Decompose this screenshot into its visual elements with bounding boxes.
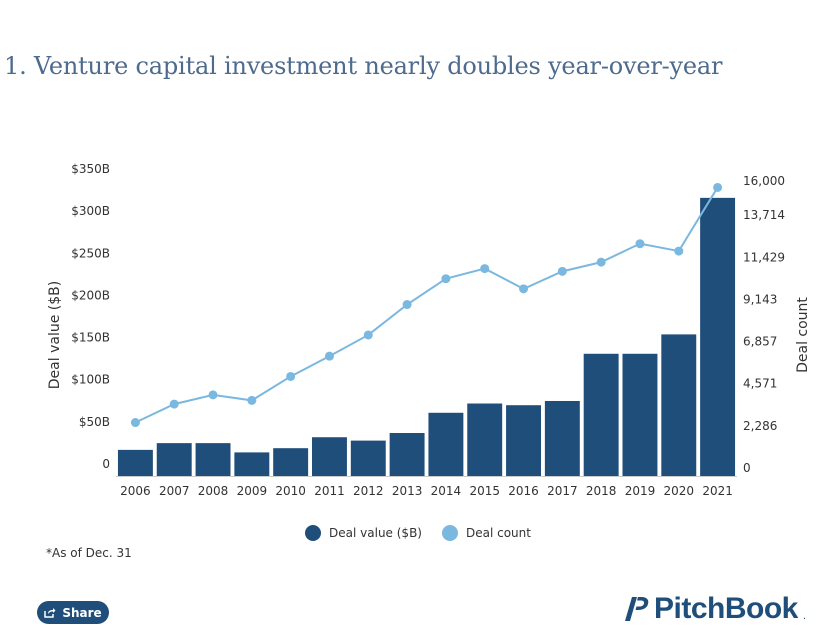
right-tick-label: 13,714	[743, 208, 785, 222]
x-tick-label: 2020	[664, 484, 695, 498]
legend-label-deal-value: Deal value ($B)	[329, 526, 422, 540]
right-tick-label: 9,143	[743, 292, 777, 306]
x-tick-label: 2019	[625, 484, 656, 498]
legend-label-deal-count: Deal count	[465, 526, 531, 540]
left-tick-label: $150B	[71, 331, 110, 345]
bar-2009[interactable]	[234, 452, 270, 476]
x-tick-label: 2017	[547, 484, 578, 498]
legend: Deal value ($B) Deal count	[0, 525, 836, 541]
left-axis-ticks: 0 $50B $100B $150B $200B $250B $300B $350B	[71, 162, 110, 471]
point-2016[interactable]	[519, 284, 529, 294]
point-2019[interactable]	[635, 239, 645, 249]
point-2007[interactable]	[169, 399, 179, 409]
bar-2008[interactable]	[195, 443, 231, 476]
point-2012[interactable]	[363, 330, 373, 340]
legend-marker-deal-count	[441, 525, 458, 541]
bar-2018[interactable]	[583, 353, 619, 476]
pitchbook-logo: PitchBook .	[624, 592, 806, 626]
right-axis-title: Deal count	[795, 297, 811, 373]
point-2017[interactable]	[557, 266, 567, 276]
legend-item-deal-value[interactable]: Deal value ($B)	[305, 525, 422, 541]
bar-2011[interactable]	[312, 437, 347, 476]
deal-count-line	[134, 186, 719, 424]
bar-2019[interactable]	[622, 353, 658, 476]
share-icon	[44, 608, 56, 618]
right-tick-label: 4,571	[743, 377, 777, 391]
x-tick-label: 2016	[508, 484, 539, 498]
point-2014[interactable]	[441, 274, 451, 284]
legend-item-deal-count[interactable]: Deal count	[441, 525, 531, 541]
right-tick-label: 11,429	[743, 250, 785, 264]
right-tick-label: 16,000	[743, 174, 785, 188]
bar-2021[interactable]	[700, 197, 736, 476]
chart: 0 $50B $100B $150B $200B $250B $300B $350B 0 2,2…	[47, 162, 811, 498]
deal-value-bars	[117, 197, 736, 476]
left-tick-label: $350B	[71, 162, 110, 176]
share-button-label: Share	[62, 605, 102, 620]
point-2018[interactable]	[596, 257, 606, 267]
pitchbook-logo-icon	[625, 597, 649, 621]
pitchbook-logo-text: PitchBook	[654, 592, 798, 625]
legend-marker-deal-value	[305, 525, 322, 541]
x-axis-ticks: 2006 2007 2008 2009 2010 2011 2012 2013 2014 2015…	[120, 484, 733, 498]
x-tick-label: 2012	[353, 484, 384, 498]
left-axis-title: Deal value ($B)	[47, 281, 63, 389]
x-tick-label: 2009	[237, 484, 268, 498]
right-tick-label: 2,286	[743, 419, 777, 433]
share-button[interactable]: Share	[37, 601, 109, 624]
point-2020[interactable]	[674, 246, 684, 256]
x-tick-label: 2015	[469, 484, 500, 498]
point-2006[interactable]	[130, 418, 140, 428]
x-tick-label: 2008	[198, 484, 229, 498]
point-2015[interactable]	[480, 264, 490, 274]
bar-2016[interactable]	[506, 405, 541, 476]
pitchbook-logo-mark: .	[802, 610, 807, 622]
left-tick-label: $200B	[71, 288, 110, 302]
left-tick-label: $300B	[71, 204, 110, 218]
x-tick-label: 2021	[702, 484, 733, 498]
left-tick-label: $100B	[71, 373, 110, 387]
bar-2006[interactable]	[117, 449, 153, 476]
point-2021[interactable]	[713, 182, 723, 192]
bar-2014[interactable]	[428, 412, 464, 476]
chart-title: 1. Venture capital investment nearly dou…	[4, 52, 723, 80]
bar-2012[interactable]	[350, 440, 386, 476]
bar-2013[interactable]	[389, 433, 425, 476]
x-tick-label: 2014	[431, 484, 462, 498]
bar-2007[interactable]	[156, 443, 192, 476]
left-tick-label: $250B	[71, 246, 110, 260]
x-tick-label: 2010	[275, 484, 306, 498]
deal-count-points	[130, 182, 723, 428]
x-tick-label: 2013	[392, 484, 423, 498]
bar-2010[interactable]	[273, 448, 309, 476]
point-2013[interactable]	[402, 300, 412, 310]
footnote: *As of Dec. 31	[46, 546, 132, 560]
point-2009[interactable]	[247, 395, 257, 405]
left-tick-label: $50B	[79, 415, 110, 429]
bar-2020[interactable]	[661, 334, 697, 476]
x-tick-label: 2011	[314, 484, 345, 498]
x-tick-label: 2006	[120, 484, 151, 498]
right-tick-label: 0	[743, 461, 751, 475]
left-tick-label: 0	[102, 457, 110, 471]
point-2008[interactable]	[208, 390, 218, 400]
point-2010[interactable]	[286, 371, 296, 381]
bar-2015[interactable]	[467, 403, 503, 476]
bar-2017[interactable]	[544, 400, 580, 476]
point-2011[interactable]	[324, 351, 334, 361]
x-tick-label: 2018	[586, 484, 617, 498]
x-tick-label: 2007	[159, 484, 190, 498]
right-axis-ticks: 0 2,286 4,571 6,857 9,143 11,429 13,714 16,000	[743, 174, 785, 475]
right-tick-label: 6,857	[743, 335, 777, 349]
